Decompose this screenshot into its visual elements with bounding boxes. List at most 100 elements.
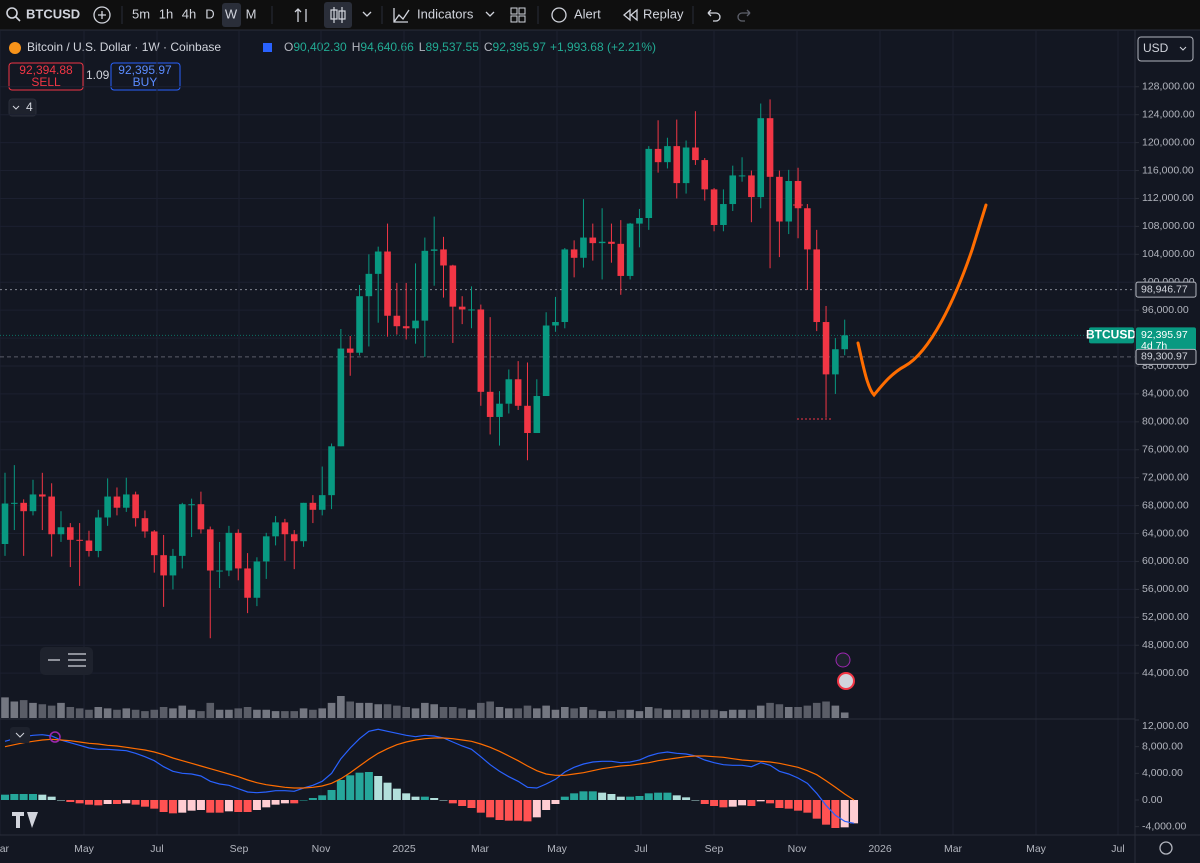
volume-bar: [159, 707, 168, 718]
candle-body: [561, 249, 569, 323]
candle-body: [542, 325, 550, 397]
candle-body: [178, 504, 186, 556]
volume-bar: [439, 707, 448, 718]
event-icon[interactable]: [837, 672, 855, 690]
settings-button[interactable]: [1159, 841, 1173, 855]
currency-button[interactable]: USD: [1137, 36, 1194, 62]
candle-body: [738, 175, 746, 177]
interval[interactable]: W: [225, 6, 238, 21]
candle-body: [664, 146, 671, 163]
dropdown-icon[interactable]: [362, 11, 372, 17]
candle-body: [188, 504, 195, 506]
sell-button[interactable]: 92,394.88 SELL: [8, 62, 84, 91]
volume-bar: [178, 705, 187, 718]
bar-replay-icon[interactable]: [294, 8, 307, 22]
histogram-bar: [290, 800, 299, 804]
candle-body: [39, 494, 46, 497]
redo-button[interactable]: [737, 9, 751, 22]
volume-bar: [113, 709, 121, 718]
volume-bar: [309, 709, 317, 718]
volume-bar: [197, 711, 205, 718]
indicators-button[interactable]: Indicators: [417, 6, 474, 21]
candle-body: [654, 148, 662, 163]
event-icon[interactable]: [835, 652, 851, 668]
indicator-toggle[interactable]: 4: [8, 98, 37, 117]
histogram-bar: [168, 800, 177, 814]
histogram-bar: [523, 800, 532, 822]
histogram-bar: [318, 795, 327, 800]
volume-bar: [458, 708, 466, 718]
candle-body: [20, 502, 27, 512]
histogram-bar: [794, 800, 803, 811]
volume-bar: [598, 711, 606, 718]
histogram-bar: [383, 782, 392, 800]
candle-body: [393, 315, 401, 327]
volume-bar: [775, 704, 784, 718]
x-tick-label: Jul: [1111, 843, 1124, 855]
layouts-button[interactable]: [510, 7, 526, 23]
histogram-bar: [150, 800, 159, 809]
y-tick-label: 52,000.00: [1142, 611, 1189, 623]
histogram-bar: [728, 800, 737, 807]
volume-bar: [672, 709, 681, 718]
histogram-bar: [514, 800, 523, 821]
candle-body: [225, 532, 233, 571]
chart-type-button[interactable]: [324, 2, 352, 28]
volume-bar: [719, 711, 728, 718]
volume-bar: [794, 707, 802, 718]
alert-button[interactable]: Alert: [574, 6, 601, 21]
interval[interactable]: M: [246, 6, 257, 21]
replay-button[interactable]: Replay: [643, 6, 684, 21]
histogram-bar: [66, 800, 75, 802]
interval[interactable]: D: [205, 6, 214, 21]
candle-body: [244, 568, 251, 598]
candle-body: [430, 249, 438, 251]
histogram-bar: [94, 800, 103, 806]
ohlc-key: C: [484, 40, 493, 54]
pane-toggle[interactable]: [10, 727, 30, 743]
volume-bar: [626, 709, 634, 718]
histogram-bar: [458, 800, 467, 806]
histogram-bar: [551, 800, 560, 804]
volume-bar: [131, 709, 140, 718]
interval[interactable]: 4h: [182, 6, 196, 21]
volume-bar: [411, 708, 420, 718]
volume-bar: [616, 709, 625, 718]
dropdown-icon[interactable]: [485, 11, 495, 17]
interval[interactable]: 5m: [132, 6, 150, 21]
sell-box: [8, 62, 84, 91]
sell-label: SELL: [31, 75, 61, 89]
histogram-bar: [243, 800, 252, 812]
candle-body: [328, 446, 335, 496]
candle-body: [636, 218, 643, 224]
undo-button[interactable]: [707, 9, 721, 22]
histogram-bar: [486, 800, 495, 818]
volume-bar: [253, 709, 261, 718]
compare-button[interactable]: [93, 6, 111, 24]
grid-icon: [518, 15, 526, 23]
volume-bar: [728, 709, 737, 718]
exchange-flag: [263, 43, 272, 52]
histogram-bar: [738, 800, 747, 806]
volume-bar: [421, 702, 429, 718]
symbol-search[interactable]: BTCUSD: [6, 6, 80, 22]
list-icon: [48, 653, 86, 667]
candle-body: [216, 570, 223, 572]
histogram-bar: [579, 791, 588, 800]
candle-body: [262, 536, 270, 562]
object-tree-button[interactable]: [40, 647, 93, 675]
candle-body: [253, 561, 261, 598]
histogram-bar: [112, 800, 121, 804]
histogram-bar: [103, 800, 112, 804]
histogram-bar: [196, 800, 205, 810]
histogram-bar: [327, 790, 336, 800]
histogram-bar: [262, 800, 271, 808]
interval[interactable]: 1h: [159, 6, 173, 21]
volume-bar: [141, 711, 149, 718]
histogram-bar: [598, 792, 607, 800]
buy-button[interactable]: 92,395.97 BUY: [110, 62, 181, 91]
candle-body: [505, 379, 513, 404]
histogram-bar: [532, 800, 541, 818]
price-tag: [1135, 348, 1197, 365]
volume-bar: [803, 705, 812, 718]
